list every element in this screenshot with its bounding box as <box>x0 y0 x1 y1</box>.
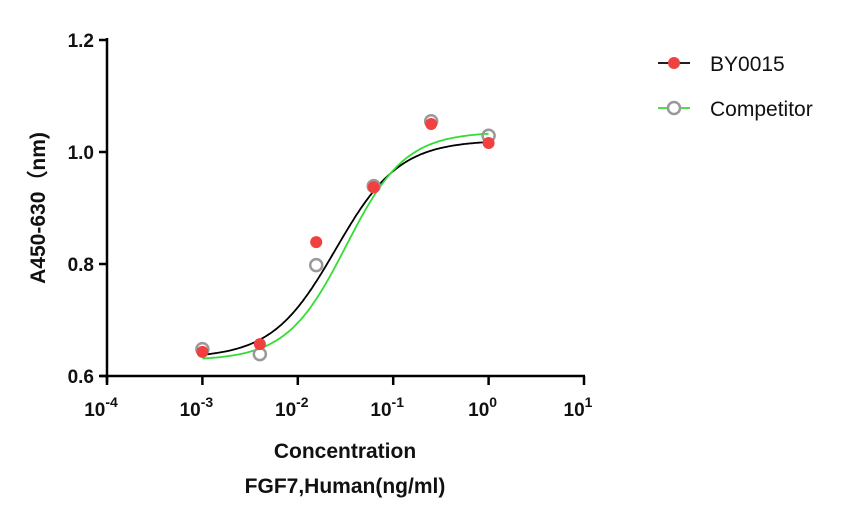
x-tick-label: 100 <box>468 394 497 421</box>
x-axis-label: Concentration <box>274 440 416 463</box>
data-point-by0015 <box>367 181 380 194</box>
y-tick-label: 1.0 <box>68 143 94 164</box>
x-axis-label-units: FGF7,Human(ng/ml) <box>245 475 446 498</box>
y-axis-label: A450-630（nm) <box>26 132 50 284</box>
legend-label-competitor: Competitor <box>710 98 813 121</box>
fit-curve-by0015 <box>202 141 489 356</box>
data-point-by0015 <box>310 236 323 249</box>
fit-curve-competitor <box>202 132 489 360</box>
x-tick-label: 10-1 <box>370 394 404 421</box>
data-point-by0015 <box>196 345 209 358</box>
data-point-competitor <box>308 257 324 273</box>
legend-marker-by0015 <box>668 57 680 69</box>
legend: BY0015 Competitor <box>658 53 813 121</box>
legend-label-by0015: BY0015 <box>710 53 785 76</box>
y-tick-label: 0.6 <box>68 367 94 388</box>
x-tick-label: 10-3 <box>180 394 214 421</box>
x-tick-label: 101 <box>564 394 593 421</box>
y-tick-label: 0.8 <box>68 255 94 276</box>
data-point-by0015 <box>482 137 495 150</box>
data-point-by0015 <box>425 118 438 130</box>
y-tick-label: 1.2 <box>68 31 94 52</box>
data-point-by0015 <box>253 338 266 351</box>
x-tick-label: 10-2 <box>275 394 309 421</box>
legend-marker-competitor <box>666 100 682 116</box>
x-tick-label: 10-4 <box>84 394 118 421</box>
